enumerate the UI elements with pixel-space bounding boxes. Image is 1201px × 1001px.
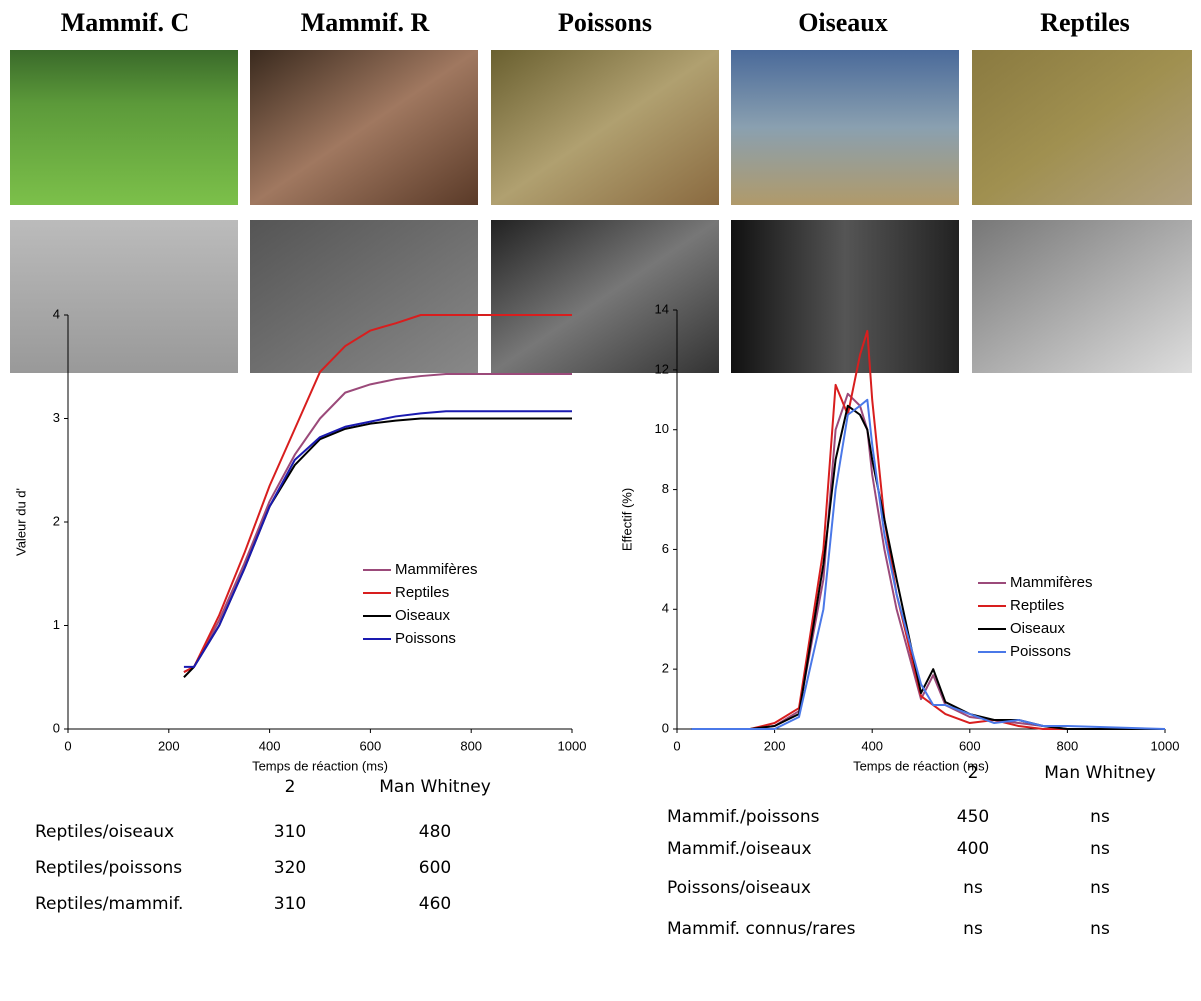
y-tick-label: 2 xyxy=(662,661,669,676)
table-cell: 460 xyxy=(419,894,451,914)
y-tick-label: 12 xyxy=(655,361,669,376)
y-tick-label: 2 xyxy=(53,513,60,528)
table-cell: ns xyxy=(963,878,983,898)
legend-label: Reptiles xyxy=(395,584,449,601)
table-cell: 450 xyxy=(957,807,989,827)
table-cell: ns xyxy=(1090,878,1110,898)
column-header: Mammif. R xyxy=(301,8,430,37)
x-tick-label: 800 xyxy=(460,738,482,753)
photo xyxy=(491,220,719,373)
table-cell: 600 xyxy=(419,858,451,878)
legend-label: Oiseaux xyxy=(395,607,451,624)
y-tick-label: 6 xyxy=(662,541,669,556)
table-cell: Poissons/oiseaux xyxy=(667,878,811,898)
table-header: Man Whitney xyxy=(1044,763,1156,783)
series-line xyxy=(183,314,572,673)
x-tick-label: 800 xyxy=(1057,738,1079,753)
y-tick-label: 3 xyxy=(53,410,60,425)
photo xyxy=(250,220,478,373)
x-tick-label: 0 xyxy=(673,738,680,753)
y-tick-label: 0 xyxy=(53,720,60,735)
series-line xyxy=(691,398,1166,730)
table-cell: 480 xyxy=(419,822,451,842)
table-cell: 310 xyxy=(274,822,306,842)
photo xyxy=(491,50,719,205)
series-line xyxy=(691,404,1165,730)
photo xyxy=(731,50,959,205)
y-tick-label: 8 xyxy=(662,481,669,496)
y-axis-label: Valeur du d' xyxy=(13,488,28,556)
photo xyxy=(10,50,238,205)
photos xyxy=(10,50,1192,373)
series-line xyxy=(183,410,572,668)
legend-label: Oiseaux xyxy=(1010,620,1066,637)
table-cell: Reptiles/oiseaux xyxy=(35,822,174,842)
table-cell: Mammif./oiseaux xyxy=(667,839,812,859)
table-cell: 310 xyxy=(274,894,306,914)
x-tick-label: 0 xyxy=(64,738,71,753)
y-tick-label: 1 xyxy=(53,617,60,632)
table-cell: Reptiles/poissons xyxy=(35,858,182,878)
y-tick-label: 0 xyxy=(662,720,669,735)
legend-label: Poissons xyxy=(1010,643,1071,660)
table-cell: 400 xyxy=(957,839,989,859)
column-header: Poissons xyxy=(558,8,652,37)
y-tick-label: 14 xyxy=(655,301,669,316)
column-header: Mammif. C xyxy=(61,8,190,37)
y-tick-label: 4 xyxy=(53,306,60,321)
table-cell: Mammif./poissons xyxy=(667,807,820,827)
column-header: Oiseaux xyxy=(798,8,888,37)
x-tick-label: 600 xyxy=(959,738,981,753)
x-tick-label: 400 xyxy=(861,738,883,753)
y-axis-label: Effectif (%) xyxy=(619,488,634,551)
table-cell: ns xyxy=(1090,839,1110,859)
legend-label: Poissons xyxy=(395,630,456,647)
table-header: 2 xyxy=(968,763,979,783)
x-axis-label: Temps de réaction (ms) xyxy=(252,758,388,773)
x-tick-label: 1000 xyxy=(558,738,587,753)
x-tick-label: 200 xyxy=(158,738,180,753)
table-cell: ns xyxy=(1090,919,1110,939)
x-tick-label: 600 xyxy=(360,738,382,753)
table-header: 2 xyxy=(285,777,296,797)
x-tick-label: 200 xyxy=(764,738,786,753)
table-cell: Mammif. connus/rares xyxy=(667,919,856,939)
photo xyxy=(972,220,1192,373)
table-header: Man Whitney xyxy=(379,777,491,797)
table-cell: 320 xyxy=(274,858,306,878)
photo xyxy=(972,50,1192,205)
photo xyxy=(10,220,238,373)
x-tick-label: 400 xyxy=(259,738,281,753)
y-tick-label: 4 xyxy=(662,601,669,616)
series-line xyxy=(183,372,572,673)
table-cell: ns xyxy=(963,919,983,939)
legend-label: Mammifères xyxy=(1010,574,1093,591)
legend-label: Reptiles xyxy=(1010,597,1064,614)
photo xyxy=(731,220,959,373)
table-cell: Reptiles/mammif. xyxy=(35,894,183,914)
legend-label: Mammifères xyxy=(395,561,478,578)
column-header: Reptiles xyxy=(1040,8,1130,37)
series-line xyxy=(691,329,1165,730)
x-axis-label: Temps de réaction (ms) xyxy=(853,758,989,773)
y-tick-label: 10 xyxy=(655,421,669,436)
x-tick-label: 1000 xyxy=(1151,738,1180,753)
photo xyxy=(250,50,478,205)
table-cell: ns xyxy=(1090,807,1110,827)
